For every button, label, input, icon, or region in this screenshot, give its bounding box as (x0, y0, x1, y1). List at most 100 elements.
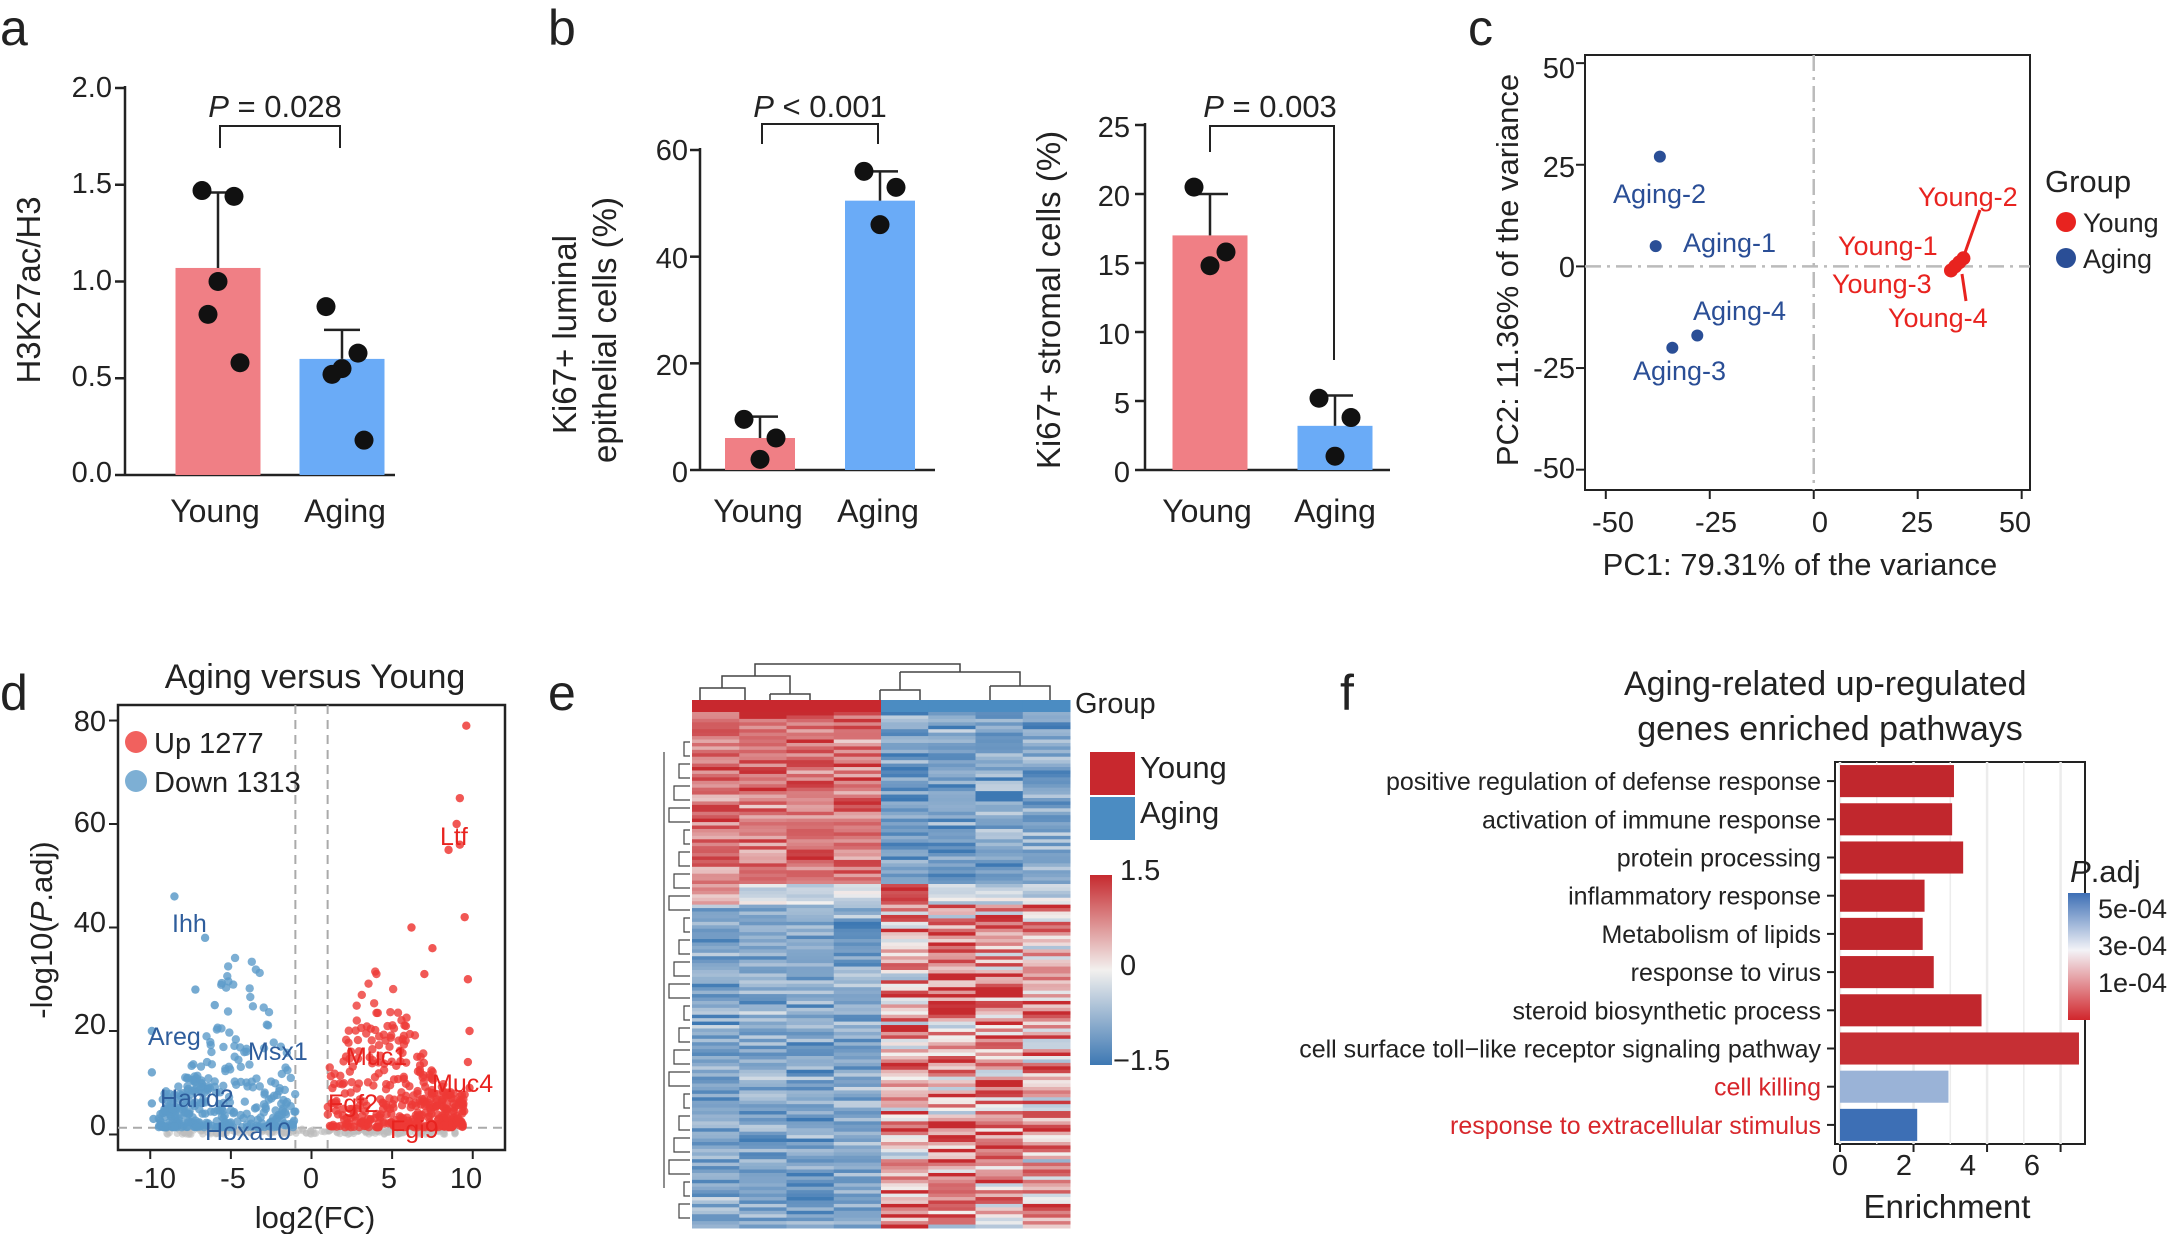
e-cell (739, 1073, 787, 1078)
e-cell (786, 1203, 835, 1208)
e-cell (1022, 1166, 1071, 1171)
e-cell (881, 749, 929, 754)
e-cell (1022, 832, 1071, 837)
e-cell (692, 1148, 740, 1153)
e-cell (881, 1086, 929, 1091)
d-point-up (327, 1099, 336, 1108)
e-cell (833, 928, 882, 933)
e-cell (1022, 1162, 1071, 1167)
e-cell (739, 760, 787, 765)
d-point-down (277, 1069, 287, 1079)
e-cell (881, 859, 929, 864)
e-cell (739, 1069, 787, 1074)
e-cell (833, 1193, 882, 1198)
e-cell (786, 1014, 835, 1019)
e-cell (881, 880, 929, 885)
e-cell (833, 1056, 882, 1060)
e-cell (692, 1062, 740, 1067)
e-cell (928, 1011, 976, 1016)
e-cell (692, 1080, 740, 1085)
e-cell (692, 1097, 740, 1102)
e-cell (786, 880, 835, 885)
e-cell (786, 956, 835, 961)
e-cell (928, 1172, 976, 1177)
e-cell (833, 842, 882, 847)
e-cell (739, 767, 787, 771)
e-cell (739, 935, 787, 940)
e-cell (739, 1200, 787, 1205)
e-cell (739, 925, 787, 930)
e-cell (692, 1086, 740, 1091)
e-cell (975, 1035, 1024, 1040)
e-cell (928, 1214, 976, 1219)
e-cell (928, 729, 976, 734)
e-cell (692, 732, 740, 737)
e-cell (739, 1038, 787, 1043)
b2-pvalue: P = 0.003 (1203, 89, 1337, 124)
e-cell (786, 739, 835, 744)
d-point-down (219, 1042, 228, 1052)
e-cell (833, 921, 882, 926)
e-cell (881, 1200, 929, 1205)
d-point-up (434, 1122, 443, 1132)
d-point-down (233, 1117, 242, 1126)
e-cell (692, 1200, 740, 1205)
e-cell (1022, 1121, 1071, 1126)
e-cell (692, 1172, 740, 1177)
e-cell (1022, 932, 1071, 937)
e-cell (739, 811, 787, 816)
e-cell (975, 1069, 1024, 1074)
e-cell (1022, 1152, 1071, 1157)
e-cell (786, 1052, 835, 1057)
d-point-up (398, 1048, 407, 1058)
e-cell (1022, 873, 1071, 878)
e-cell (739, 1090, 787, 1095)
e-cell (739, 973, 787, 978)
e-cell (928, 712, 976, 716)
e-cell (692, 780, 740, 785)
e-cell (1022, 1179, 1071, 1184)
e-cell (881, 1183, 929, 1188)
e-cell (786, 715, 835, 720)
e-cell (881, 983, 929, 988)
d-point-ns (336, 1130, 344, 1138)
b1-bar-aging (845, 200, 915, 470)
e-cell (833, 801, 882, 806)
e-cell (739, 1021, 787, 1026)
e-cell (928, 1083, 976, 1088)
e-cell (881, 994, 929, 999)
e-cell (786, 856, 835, 861)
e-cell (692, 825, 740, 830)
d-point-up-outlier (420, 969, 429, 979)
e-cell (1022, 866, 1071, 871)
d-point-down (219, 1113, 228, 1123)
e-cell (692, 718, 740, 723)
e-cell (975, 715, 1024, 720)
c-label-aging-1: Aging-1 (1683, 228, 1776, 258)
e-cell (1022, 1148, 1071, 1153)
e-cell (739, 1166, 787, 1171)
e-cell (881, 1066, 929, 1071)
f-pathway-label-7: cell surface toll−like receptor signalin… (1299, 1036, 1821, 1064)
panel-a-ytick-labels: 0.0 0.5 1.0 1.5 2.0 (72, 72, 112, 489)
a-point-0-4 (230, 353, 250, 373)
e-cell (975, 1100, 1024, 1105)
e-cell (975, 1207, 1024, 1212)
d-point-down (243, 1122, 252, 1132)
e-cell (1022, 904, 1071, 909)
e-cell (975, 1114, 1024, 1119)
e-cell (975, 853, 1024, 857)
e-cell (739, 1138, 787, 1143)
e-cell (739, 1035, 787, 1040)
e-cell (786, 742, 835, 747)
e-cell (786, 756, 835, 761)
d-point-up (346, 1088, 355, 1097)
e-cell (833, 1117, 882, 1122)
e-cell (786, 1176, 835, 1181)
d-point-down (204, 1074, 213, 1083)
e-cell (975, 880, 1024, 885)
e-cell (786, 825, 835, 830)
e-cell (833, 1018, 882, 1023)
e-cell (881, 973, 929, 978)
e-cell (786, 753, 835, 758)
